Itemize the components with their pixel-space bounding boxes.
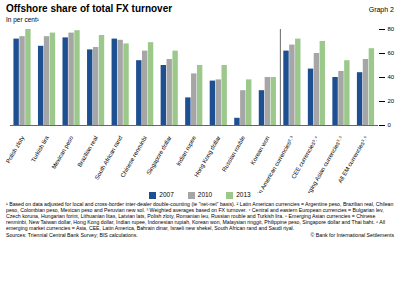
svg-text:Singapore dollar: Singapore dollar <box>145 135 172 176</box>
html-text:Graph 2: Graph 2 <box>368 6 394 13</box>
html-text:2010: 2010 <box>197 191 213 198</box>
svg-text:South African rand: South African rand <box>94 135 124 181</box>
html-text:2013: 2013 <box>236 191 251 198</box>
svg-text:Latin American currencies²˒³: Latin American currencies²˒³ <box>252 135 295 193</box>
svg-text:Korean won: Korean won <box>249 135 270 166</box>
svg-text:60: 60 <box>388 50 395 56</box>
svg-text:Polish zloty: Polish zloty <box>5 135 25 164</box>
svg-text:Indian rupee: Indian rupee <box>175 134 197 166</box>
html-text:¹ Based on data adjusted for l: ¹ Based on data adjusted for local and c… <box>6 200 394 232</box>
html-text:© Bank for International Settl: © Bank for International Settlements <box>310 232 394 239</box>
svg-text:80: 80 <box>388 26 395 32</box>
svg-text:Chinese renminbi: Chinese renminbi <box>119 135 148 178</box>
svg-text:Brazilian real: Brazilian real <box>76 135 99 168</box>
html-text:2007: 2007 <box>159 191 174 198</box>
svg-text:Hong Kong dollar: Hong Kong dollar <box>193 135 221 178</box>
html-text:Sources: Triennial Central Ban: Sources: Triennial Central Bank Survey; … <box>6 232 138 239</box>
svg-text:All EM currencies³˒⁶: All EM currencies³˒⁶ <box>337 135 369 184</box>
svg-text:Turkish lira: Turkish lira <box>30 134 50 163</box>
html-text:Offshore share of total FX tur: Offshore share of total FX turnover <box>6 3 173 14</box>
svg-text:20: 20 <box>388 98 395 104</box>
svg-text:0: 0 <box>388 122 392 128</box>
html-text:In per cent¹: In per cent¹ <box>6 16 39 23</box>
svg-text:Mexican peso: Mexican peso <box>51 134 75 170</box>
svg-text:40: 40 <box>388 74 395 80</box>
svg-text:Russian rouble: Russian rouble <box>221 134 247 172</box>
svg-text:Emerging Asian currencies³˒⁵: Emerging Asian currencies³˒⁵ <box>300 135 344 193</box>
svg-text:CEE currencies³˒⁴: CEE currencies³˒⁴ <box>290 135 320 180</box>
